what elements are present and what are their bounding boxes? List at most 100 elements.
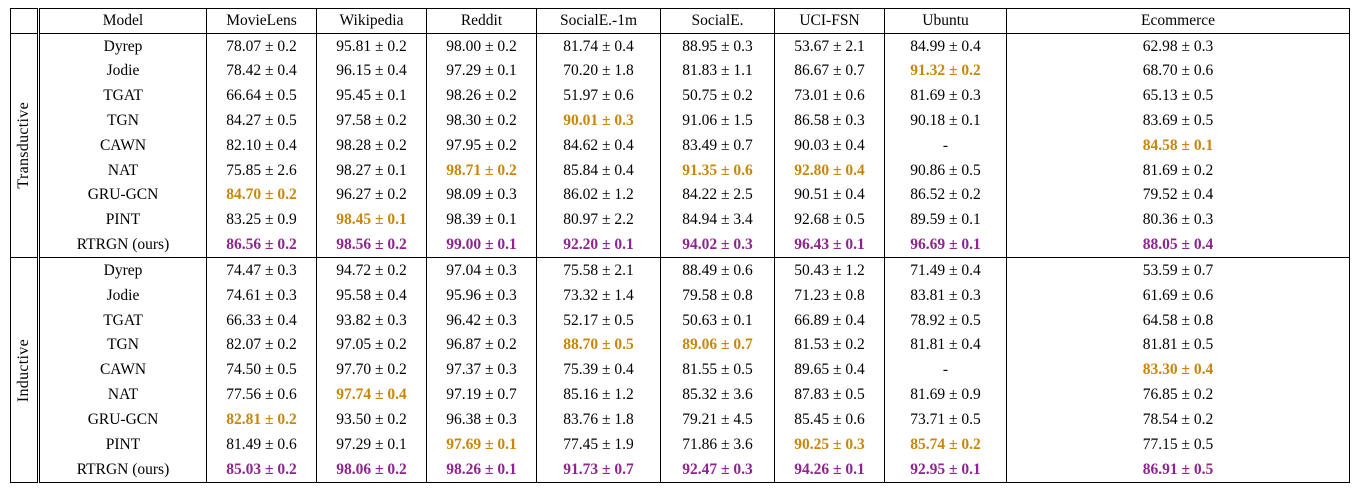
value-cell: 82.07 ± 0.2	[206, 332, 317, 358]
value-cell: 85.32 ± 3.6	[660, 382, 775, 408]
value-cell: 93.82 ± 0.3	[316, 308, 427, 333]
model-name: NAT	[38, 158, 207, 183]
value-cell: 52.17 ± 0.5	[536, 308, 661, 333]
value-cell: 86.58 ± 0.3	[774, 108, 885, 134]
table-row: TGN 84.27 ± 0.5 97.58 ± 0.2 98.30 ± 0.2 90.0…	[11, 108, 1350, 134]
value-cell: 88.95 ± 0.3	[660, 33, 775, 59]
table-row: PINT 81.49 ± 0.6 97.29 ± 0.1 97.69 ± 0.1 77.…	[11, 432, 1350, 457]
value-cell: 73.32 ± 1.4	[536, 283, 661, 309]
value-cell: 98.26 ± 0.2	[426, 83, 537, 109]
column-header-ecommerce: Ecommerce	[1006, 8, 1350, 34]
value-cell: 74.47 ± 0.3	[206, 257, 317, 284]
value-cell: 90.86 ± 0.5	[884, 158, 1007, 183]
column-header-uci-fsn: UCI-FSN	[774, 8, 885, 34]
table-row: TGAT 66.33 ± 0.4 93.82 ± 0.3 96.42 ± 0.3 52.…	[11, 308, 1350, 333]
value-cell: 87.83 ± 0.5	[774, 382, 885, 408]
value-cell: 79.58 ± 0.8	[660, 283, 775, 309]
column-header-ubuntu: Ubuntu	[884, 8, 1007, 34]
value-cell: 77.15 ± 0.5	[1006, 432, 1350, 457]
value-cell: 80.36 ± 0.3	[1006, 207, 1350, 233]
value-cell: 81.74 ± 0.4	[536, 33, 661, 59]
model-name: TGN	[38, 332, 207, 358]
value-cell: 83.25 ± 0.9	[206, 207, 317, 233]
value-cell: 95.96 ± 0.3	[426, 283, 537, 309]
value-cell: 53.67 ± 2.1	[774, 33, 885, 59]
value-cell: 96.69 ± 0.1	[884, 232, 1007, 258]
value-cell: 84.22 ± 2.5	[660, 182, 775, 208]
value-cell: 98.27 ± 0.1	[316, 158, 427, 183]
value-cell: 84.27 ± 0.5	[206, 108, 317, 134]
value-cell: 81.81 ± 0.5	[1006, 332, 1350, 358]
value-cell: 97.37 ± 0.3	[426, 357, 537, 383]
value-cell: 84.99 ± 0.4	[884, 33, 1007, 59]
value-cell: 92.95 ± 0.1	[884, 456, 1007, 483]
value-cell: 81.69 ± 0.2	[1006, 158, 1350, 183]
value-cell: 88.70 ± 0.5	[536, 332, 661, 358]
value-cell: 91.06 ± 1.5	[660, 108, 775, 134]
value-cell: 88.49 ± 0.6	[660, 257, 775, 284]
value-cell: 98.30 ± 0.2	[426, 108, 537, 134]
table-row: GRU-GCN 82.81 ± 0.2 93.50 ± 0.2 96.38 ± 0.3…	[11, 407, 1350, 433]
value-cell: 92.80 ± 0.4	[774, 158, 885, 183]
value-cell: 89.59 ± 0.1	[884, 207, 1007, 233]
value-cell: 86.52 ± 0.2	[884, 182, 1007, 208]
value-cell: 85.84 ± 0.4	[536, 158, 661, 183]
value-cell: 79.21 ± 4.5	[660, 407, 775, 433]
value-cell: 96.38 ± 0.3	[426, 407, 537, 433]
value-cell: 91.73 ± 0.7	[536, 456, 661, 483]
value-cell: 89.06 ± 0.7	[660, 332, 775, 358]
table-row: Jodie 78.42 ± 0.4 96.15 ± 0.4 97.29 ± 0.1 70…	[11, 58, 1350, 84]
value-cell: 83.69 ± 0.5	[1006, 108, 1350, 134]
table-row: TGN 82.07 ± 0.2 97.05 ± 0.2 96.87 ± 0.2 88.7…	[11, 332, 1350, 358]
value-cell: 70.20 ± 1.8	[536, 58, 661, 84]
table-row: NAT 75.85 ± 2.6 98.27 ± 0.1 98.71 ± 0.2 85.8…	[11, 158, 1350, 183]
column-header-reddit: Reddit	[426, 8, 537, 34]
column-header-wikipedia: Wikipedia	[316, 8, 427, 34]
value-cell: 97.74 ± 0.4	[316, 382, 427, 408]
value-cell: 81.55 ± 0.5	[660, 357, 775, 383]
value-cell: 97.58 ± 0.2	[316, 108, 427, 134]
value-cell: 75.58 ± 2.1	[536, 257, 661, 284]
value-cell: 76.85 ± 0.2	[1006, 382, 1350, 408]
value-cell: 98.71 ± 0.2	[426, 158, 537, 183]
value-cell: 50.63 ± 0.1	[660, 308, 775, 333]
value-cell: 94.72 ± 0.2	[316, 257, 427, 284]
value-cell: 66.89 ± 0.4	[774, 308, 885, 333]
value-cell: 96.15 ± 0.4	[316, 58, 427, 84]
section-label: Inductive	[14, 338, 32, 402]
model-name: NAT	[38, 382, 207, 408]
corner-cell	[10, 8, 40, 34]
value-cell: 86.56 ± 0.2	[206, 232, 317, 258]
value-cell: 92.47 ± 0.3	[660, 456, 775, 483]
value-cell: 98.28 ± 0.2	[316, 133, 427, 159]
value-cell: 96.42 ± 0.3	[426, 308, 537, 333]
model-name: GRU-GCN	[38, 407, 207, 433]
value-cell: 73.01 ± 0.6	[774, 83, 885, 109]
value-cell: 97.04 ± 0.3	[426, 257, 537, 284]
table-row: RTRGN (ours) 85.03 ± 0.2 98.06 ± 0.2 98.26 …	[11, 456, 1350, 483]
value-cell: 71.86 ± 3.6	[660, 432, 775, 457]
value-cell: 74.61 ± 0.3	[206, 283, 317, 309]
value-cell: 50.75 ± 0.2	[660, 83, 775, 109]
model-name: Jodie	[38, 283, 207, 309]
value-cell: 94.02 ± 0.3	[660, 232, 775, 258]
value-cell: 65.13 ± 0.5	[1006, 83, 1350, 109]
table-row: TGAT 66.64 ± 0.5 95.45 ± 0.1 98.26 ± 0.2 51.…	[11, 83, 1350, 109]
model-name: TGAT	[38, 83, 207, 109]
table-body: Transductive Dyrep 78.07 ± 0.2 95.81 ± 0.2 9…	[10, 33, 1350, 483]
value-cell: 64.58 ± 0.8	[1006, 308, 1350, 333]
value-cell: 98.39 ± 0.1	[426, 207, 537, 233]
value-cell: 71.23 ± 0.8	[774, 283, 885, 309]
value-cell: 85.45 ± 0.6	[774, 407, 885, 433]
value-cell: 95.81 ± 0.2	[316, 33, 427, 59]
value-cell: 82.81 ± 0.2	[206, 407, 317, 433]
value-cell: 86.91 ± 0.5	[1006, 456, 1350, 483]
table-row: NAT 77.56 ± 0.6 97.74 ± 0.4 97.19 ± 0.7 85.1…	[11, 382, 1350, 408]
value-cell: 99.00 ± 0.1	[426, 232, 537, 258]
header-row: Model MovieLens Wikipedia Reddit SocialE.-1m…	[10, 8, 1350, 34]
table-row: Jodie 74.61 ± 0.3 95.58 ± 0.4 95.96 ± 0.3 73…	[11, 283, 1350, 309]
value-cell: 91.35 ± 0.6	[660, 158, 775, 183]
value-cell: 98.45 ± 0.1	[316, 207, 427, 233]
value-cell: 85.03 ± 0.2	[206, 456, 317, 483]
table-row: PINT 83.25 ± 0.9 98.45 ± 0.1 98.39 ± 0.1 80.…	[11, 207, 1350, 233]
